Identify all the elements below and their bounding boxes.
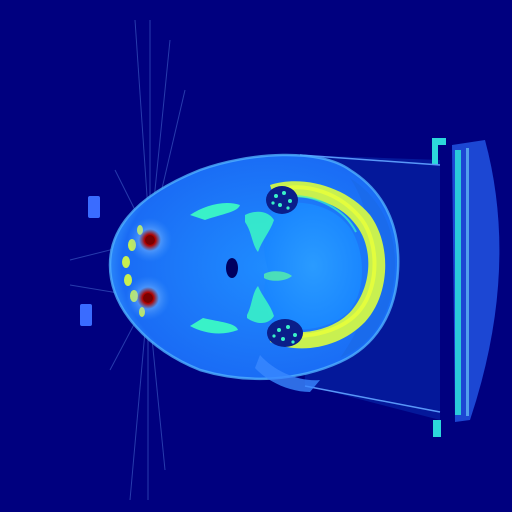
marker-top: [88, 196, 100, 218]
marker-bottom: [80, 304, 92, 326]
metal-artifacts: [126, 218, 172, 320]
skull: [270, 181, 386, 349]
brain: [264, 202, 362, 330]
lower-soft-tissue: [255, 355, 320, 392]
facial-bones: [190, 203, 292, 334]
mastoid-air-cells: [266, 186, 303, 347]
